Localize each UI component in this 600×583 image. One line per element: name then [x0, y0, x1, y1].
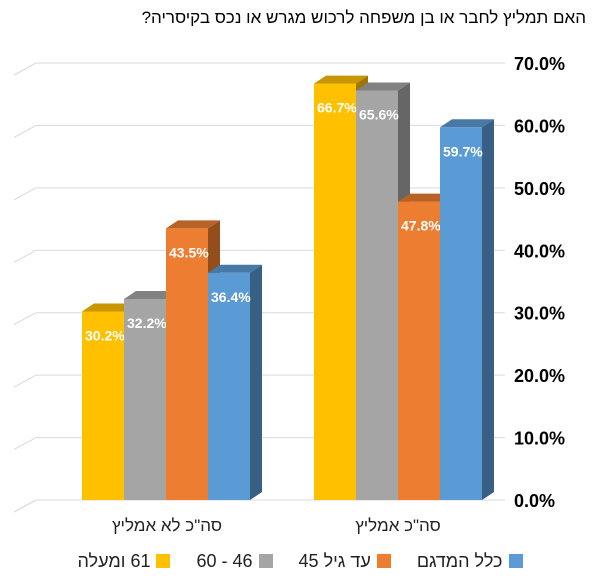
data-label: 59.7%: [443, 143, 483, 159]
data-label: 36.4%: [211, 289, 251, 305]
y-tick-label: 60.0%: [514, 116, 565, 136]
bar-top: [124, 290, 178, 299]
x-tick-label: סה"כ אמליץ: [355, 516, 441, 535]
data-label: 65.6%: [359, 106, 399, 122]
legend-label-up-to-45: עד גיל 45: [298, 550, 371, 571]
bar: [208, 272, 250, 500]
y-tick-label: 20.0%: [514, 366, 565, 386]
legend-swatch-up-to-45: [376, 554, 391, 568]
bar-top: [356, 82, 410, 91]
bar-top: [440, 119, 494, 128]
bar: [314, 83, 356, 500]
y-tick-label: 10.0%: [514, 429, 565, 449]
bar-top: [82, 303, 136, 312]
y-tick-label: 40.0%: [514, 241, 565, 261]
bar-side: [482, 119, 494, 501]
gridline-slant: [13, 187, 37, 201]
legend-item-total: כלל המדגם: [417, 551, 523, 572]
y-tick-label: 70.0%: [514, 54, 565, 74]
data-label: 47.8%: [401, 218, 441, 234]
legend-item-61-plus: 61 ומעלה: [78, 551, 171, 572]
data-label: 43.5%: [169, 244, 209, 260]
bar-side: [250, 264, 262, 500]
gridline-slant: [13, 124, 37, 138]
legend-swatch-total: [508, 554, 523, 568]
chart-title: האם תמליץ לחבר או בן משפחה לרכוש מגרש או…: [141, 8, 586, 27]
legend-label-46-60: 46 - 60: [196, 550, 253, 571]
bar-top: [314, 75, 368, 84]
legend-label-total: כלל המדגם: [416, 550, 503, 571]
gridline-slant: [13, 312, 37, 326]
gridline-slant: [13, 249, 37, 263]
legend-item-up-to-45: עד גיל 45: [299, 551, 391, 572]
bar: [166, 228, 208, 500]
gridline-slant: [13, 374, 37, 388]
bar: [82, 311, 124, 500]
legend: 61 ומעלה 46 - 60 עד גיל 45 כלל המדגם: [0, 547, 600, 575]
bar: [124, 298, 166, 500]
x-tick-label: סה"כ לא אמליץ: [112, 516, 222, 535]
y-tick-label: 50.0%: [514, 179, 565, 199]
gridline-slant: [13, 62, 37, 76]
bar-top: [166, 220, 220, 229]
bar: [356, 90, 398, 501]
bar-top: [208, 264, 262, 273]
bar-top: [398, 193, 452, 202]
gridline-slant: [13, 437, 37, 451]
data-label: 30.2%: [85, 327, 125, 343]
bar: [398, 201, 440, 500]
bar: [440, 127, 482, 501]
legend-label-61-plus: 61 ומעלה: [77, 550, 151, 571]
legend-item-46-60: 46 - 60: [196, 550, 273, 572]
data-label: 66.7%: [317, 100, 357, 116]
legend-swatch-61-plus: [156, 554, 171, 568]
floor-slant: [13, 499, 37, 513]
y-tick-label: 0.0%: [514, 491, 555, 511]
data-label: 32.2%: [127, 315, 167, 331]
legend-swatch-46-60: [258, 554, 273, 568]
y-tick-label: 30.0%: [514, 304, 565, 324]
